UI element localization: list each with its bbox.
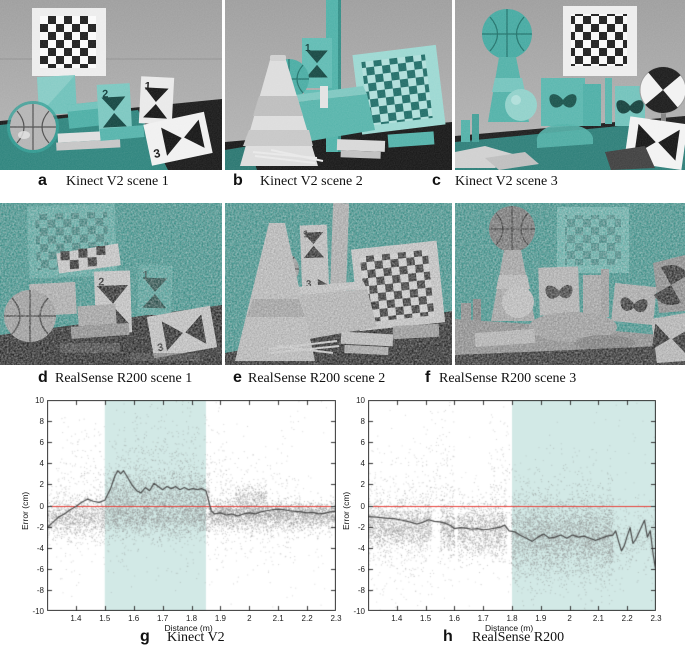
chart-h-realsense-r200: 1.4 1.5 1.6 1.7 1.8 1.9 2 2.1 2.2 2.3 -10 -8 -6 -4 -2 0… <box>353 396 661 623</box>
x-tick-label: 1.7 <box>477 614 489 623</box>
y-axis-label-g: Error (cm) <box>20 491 30 530</box>
y-tick-label: 10 <box>356 396 365 405</box>
panel-d-image: 2 1 3 <box>0 203 222 365</box>
x-tick-label: 2 <box>247 614 252 623</box>
panel-letter-g: g <box>140 628 150 645</box>
x-tick-label: 2.1 <box>272 614 284 623</box>
x-tick-label: 2.3 <box>330 614 342 623</box>
panel-letter-d: d <box>38 369 48 386</box>
y-tick-label: -8 <box>357 585 365 595</box>
photo-grain <box>0 0 222 170</box>
panel-letter-f: f <box>425 369 431 386</box>
y-tick-label: -6 <box>357 564 365 574</box>
x-tick-label: 1.8 <box>506 614 518 623</box>
photo-grain <box>455 0 685 170</box>
y-tick-label: -6 <box>36 564 44 574</box>
panel-caption-c: Kinect V2 scene 3 <box>455 174 558 189</box>
depth-speckle-dark <box>225 203 452 365</box>
panel-e-image: 1 3 <box>225 203 452 365</box>
x-tick-label: 2.1 <box>592 614 604 623</box>
x-tick-label: 1.5 <box>99 614 111 623</box>
panel-letter-e: e <box>233 369 242 386</box>
y-tick-label: -8 <box>36 585 44 595</box>
y-tick-label: 2 <box>360 480 365 490</box>
x-axis-label-g: Distance (m) <box>164 623 213 633</box>
y-tick-label: 4 <box>39 459 44 469</box>
x-tick-label: 1.8 <box>185 614 198 623</box>
panel-letter-h: h <box>443 628 453 645</box>
panel-f-image <box>455 203 685 365</box>
panel-caption-g: Kinect V2 <box>167 630 225 645</box>
x-axis-label-h: Distance (m) <box>485 623 534 633</box>
y-tick-label: 0 <box>39 501 44 511</box>
x-tick-label: 2.3 <box>650 614 662 623</box>
panel-caption-d: RealSense R200 scene 1 <box>55 371 193 386</box>
panel-caption-f: RealSense R200 scene 3 <box>439 371 577 386</box>
y-tick-label: 0 <box>360 501 365 511</box>
x-tick-label: 1.6 <box>448 614 460 623</box>
depth-speckle-dark <box>0 203 222 365</box>
x-tick-label: 1.6 <box>128 614 140 623</box>
y-tick-label: 6 <box>39 438 44 448</box>
y-tick-label: 8 <box>360 417 365 427</box>
scatter-plot-canvas-h <box>368 400 656 611</box>
panel-caption-a: Kinect V2 scene 1 <box>66 174 169 189</box>
y-axis-label-h: Error (cm) <box>341 491 351 530</box>
y-tick-label: 8 <box>39 417 44 427</box>
x-tick-label: 1.4 <box>391 614 403 623</box>
y-tick-label: 2 <box>39 480 44 490</box>
y-tick-label: -4 <box>36 543 44 553</box>
panel-letter-a: a <box>38 172 47 189</box>
x-tick-label: 1.9 <box>535 614 547 623</box>
panel-a-image: 2 1 3 <box>0 0 222 170</box>
panel-letter-c: c <box>432 172 441 189</box>
y-tick-label: -10 <box>353 607 365 616</box>
x-tick-label: 1.5 <box>420 614 432 623</box>
x-tick-label: 2.2 <box>621 614 633 623</box>
panel-b-image: 1 3 <box>225 0 452 170</box>
y-tick-label: 6 <box>360 438 365 448</box>
chart-g-kinect-v2: 1.4 1.5 1.6 1.7 1.8 1.9 2 2.1 2.2 2.3 -10 -8 -6 -4 -2 0… <box>32 396 341 623</box>
panel-c-image: 1 <box>455 0 685 170</box>
x-tick-label: 1.9 <box>214 614 226 623</box>
x-tick-label: 2 <box>567 614 572 623</box>
scatter-plot-canvas-g <box>47 400 336 611</box>
photo-grain <box>225 0 452 170</box>
x-tick-label: 2.2 <box>301 614 313 623</box>
panel-caption-h: RealSense R200 <box>472 630 565 645</box>
panel-caption-e: RealSense R200 scene 2 <box>248 371 386 386</box>
y-tick-label: -4 <box>357 543 365 553</box>
y-tick-label: 4 <box>360 459 365 469</box>
x-tick-label: 1.4 <box>70 614 82 623</box>
panel-letter-b: b <box>233 172 243 189</box>
depth-speckle-dark <box>455 203 685 365</box>
y-tick-label: 10 <box>35 396 44 405</box>
y-tick-label: -10 <box>32 607 44 616</box>
panel-caption-b: Kinect V2 scene 2 <box>260 174 363 189</box>
x-tick-label: 1.7 <box>157 614 169 623</box>
y-tick-label: -2 <box>357 522 365 532</box>
y-tick-label: -2 <box>36 522 44 532</box>
